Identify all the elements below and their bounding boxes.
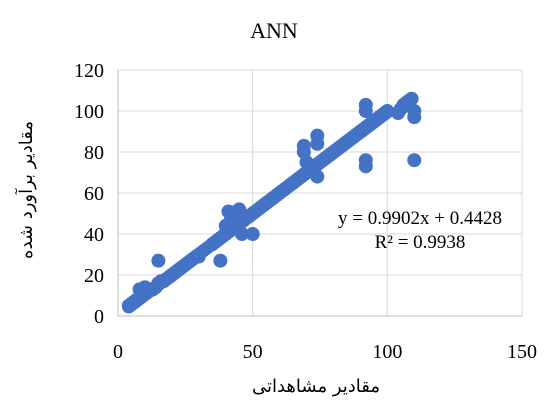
data-point [151,253,166,268]
data-point [358,153,373,168]
data-point [310,136,325,151]
data-point [296,138,311,153]
axes [117,70,522,317]
data-point [213,253,228,268]
x-tick-label: 150 [507,341,537,363]
data-point [191,249,206,264]
data-point [234,227,249,241]
tick-labels: 0 20 40 60 80 100 120 0 50 100 150 [74,60,537,363]
data-point [404,91,419,106]
grid-lines [117,69,523,317]
y-tick-label: 100 [74,101,104,123]
y-tick-label: 40 [84,224,104,246]
r-squared-label: R² = 0.9938 [375,232,466,253]
x-tick-label: 0 [113,341,123,363]
x-tick-label: 100 [372,341,402,363]
y-tick-label: 80 [84,142,104,164]
data-point [358,104,373,118]
y-tick-label: 60 [84,183,104,205]
data-point [310,169,325,184]
data-point [380,104,395,118]
data-point [245,227,260,241]
y-tick-label: 20 [84,265,104,287]
data-point [407,153,422,168]
y-axis-label: مقادیر برآورد شده [14,121,37,259]
data-points [121,91,422,314]
data-point [137,280,152,295]
chart-title: ANN [250,18,298,43]
data-point [391,106,406,121]
data-point [232,202,247,217]
y-tick-label: 120 [74,60,104,82]
trendline-equation: y = 0.9902x + 0.4428 [338,208,502,229]
x-tick-label: 50 [243,341,263,363]
x-axis-label: مقادیر مشاهداتی [252,376,380,397]
y-tick-label: 0 [94,306,104,328]
data-point [407,110,422,125]
